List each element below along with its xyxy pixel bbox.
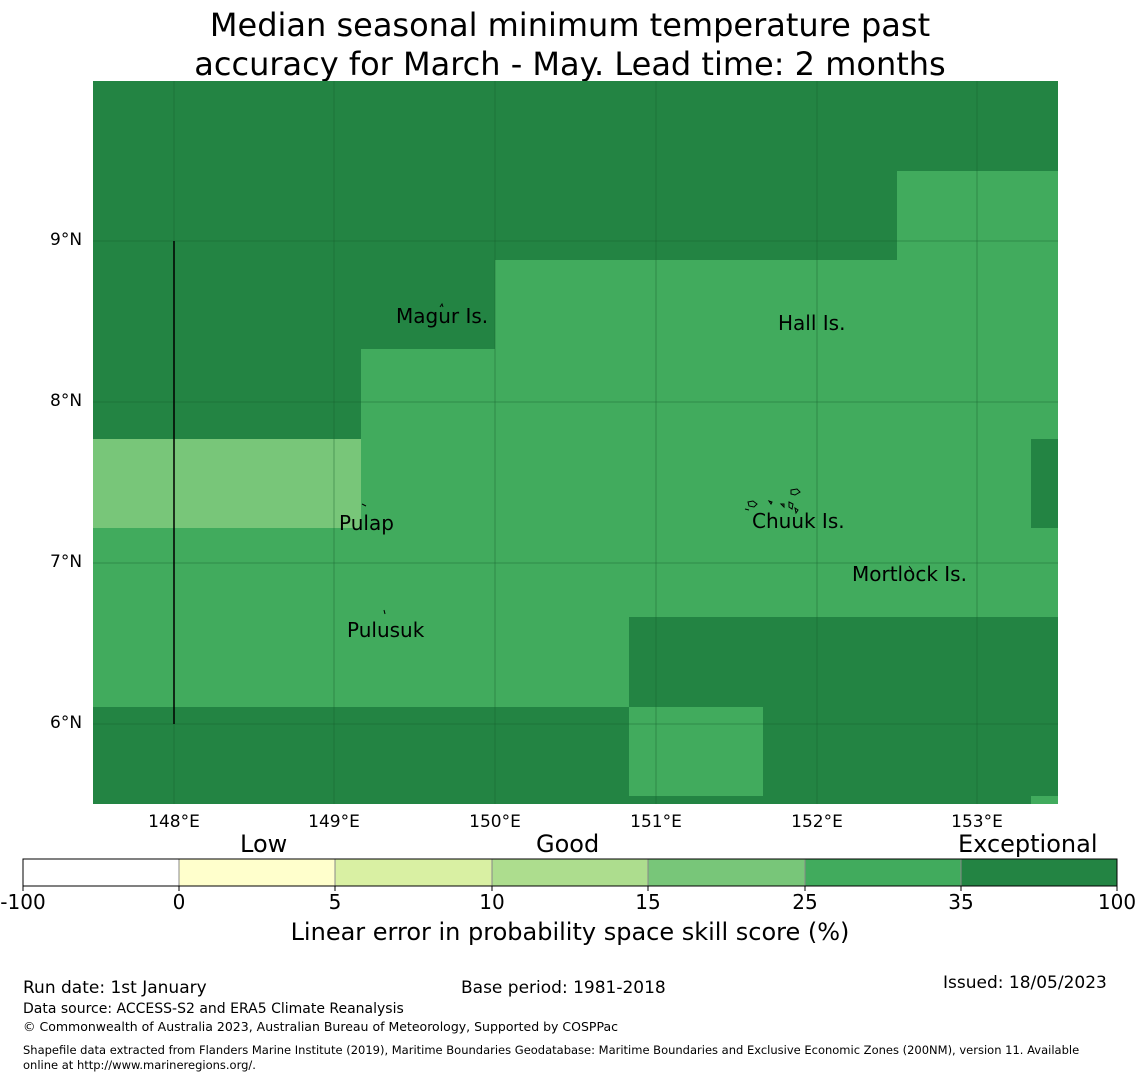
lon-label: 151°E [630,812,682,832]
lon-label: 149°E [308,812,360,832]
skill-cell [93,617,629,707]
colorbar [22,858,1118,891]
lat-label: 6°N [50,713,83,733]
lat-label: 7°N [50,552,83,572]
island-outlines [361,302,913,615]
colorbar-segment [179,859,335,886]
colorbar-axis-label: Linear error in probability space skill … [290,918,850,946]
lat-label: 9°N [50,230,83,250]
chart-title-line-1: Median seasonal minimum temperature past [209,6,931,44]
colorbar-tick-label: -100 [0,890,46,914]
place-label-mortlock: Mortlock Is. [852,562,967,586]
colorbar-tick-label: 10 [479,890,505,914]
issued-date: Issued: 18/05/2023 [943,973,1107,993]
lon-label: 152°E [791,812,843,832]
lat-label: 8°N [50,391,83,411]
skill-cell [629,707,763,796]
skill-cell [1031,796,1058,804]
skill-cell [361,349,1058,528]
colorbar-tick-label: 5 [328,890,342,914]
colorbar-tick-label: 100 [1097,890,1137,914]
copyright: © Commonwealth of Australia 2023, Austra… [23,1019,618,1034]
skill-cell [1031,439,1058,528]
shapefile-credit-line-2: online at http://www.marineregions.org/. [23,1058,256,1072]
shapefile-credit-line-1: Shapefile data extracted from Flanders M… [23,1043,1080,1057]
lon-label: 150°E [469,812,521,832]
category-label-good: Good [536,830,600,858]
place-label-hall: Hall Is. [778,311,846,335]
colorbar-tick-label: 35 [948,890,974,914]
colorbar-tick-label: 15 [635,890,661,914]
colorbar-segment [23,859,179,886]
colorbar-segment [492,859,648,886]
run-date: Run date: 1st January [23,978,207,998]
place-label-chuuk: Chuuk Is. [752,509,845,533]
place-label-magur: Magur Is. [396,304,489,328]
place-label-pulusuk: Pulusuk [347,618,425,642]
base-period: Base period: 1981-2018 [461,978,666,998]
colorbar-segment [335,859,492,886]
place-label-pulap: Pulap [339,511,394,535]
category-label-low: Low [240,830,288,858]
colorbar-tick-label: 0 [172,890,186,914]
colorbar-segment [648,859,805,886]
category-label-exceptional: Exceptional [958,830,1098,858]
data-source: Data source: ACCESS-S2 and ERA5 Climate … [23,1001,404,1017]
skill-cell [495,260,1058,350]
skill-cell [93,528,1058,617]
skill-cell [897,171,1058,261]
gridlines [93,81,1058,804]
colorbar-segment [805,859,961,886]
lon-label: 153°E [951,812,1003,832]
colorbar-tick-label: 25 [792,890,818,914]
chart-title-line-2: accuracy for March - May. Lead time: 2 m… [194,45,946,83]
colorbar-segment [961,859,1117,886]
skill-cell [93,439,361,528]
lon-label: 148°E [148,812,200,832]
